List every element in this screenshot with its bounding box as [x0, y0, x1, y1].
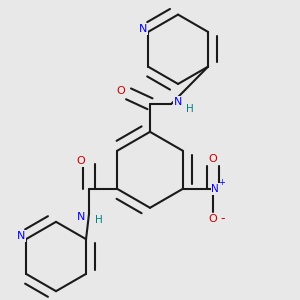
- Text: H: H: [95, 215, 103, 225]
- Text: N: N: [17, 231, 25, 241]
- Text: N: N: [76, 212, 85, 222]
- Text: O: O: [116, 85, 125, 96]
- Text: O: O: [76, 156, 85, 166]
- Text: -: -: [220, 212, 225, 225]
- Text: H: H: [186, 104, 194, 114]
- Text: N: N: [139, 24, 147, 34]
- Text: O: O: [208, 214, 217, 224]
- Text: O: O: [208, 154, 217, 164]
- Text: N: N: [212, 184, 219, 194]
- Text: +: +: [218, 178, 225, 188]
- Text: N: N: [174, 97, 182, 107]
